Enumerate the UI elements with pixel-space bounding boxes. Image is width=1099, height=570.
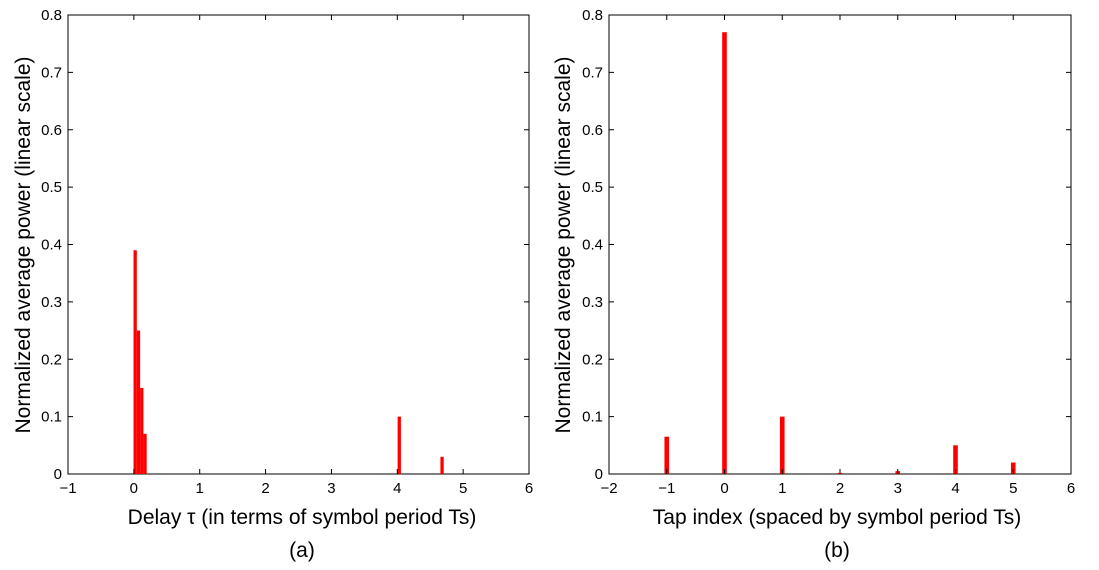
bar bbox=[143, 433, 147, 474]
bar bbox=[140, 387, 144, 474]
y-tick-label: 0.1 bbox=[582, 409, 603, 426]
y-tick-label: 0.5 bbox=[582, 179, 603, 196]
y-ticks-a: 0 0.1 0.2 0.3 0.4 0.5 0.6 0.7 0.8 bbox=[41, 7, 529, 483]
bar bbox=[440, 456, 444, 474]
y-tick-label: 0.4 bbox=[582, 237, 603, 254]
bar bbox=[133, 250, 137, 474]
x-tick-label: 0 bbox=[720, 480, 728, 497]
x-tick-label: 2 bbox=[836, 480, 844, 497]
x-tick-label: 1 bbox=[778, 480, 786, 497]
x-tick-label: 1 bbox=[196, 480, 204, 497]
panel-a: −1 0 1 2 3 4 5 6 00.10.20.30.40.50.60.70.8 Dela… bbox=[12, 7, 533, 562]
bar bbox=[664, 436, 670, 474]
bar bbox=[397, 416, 401, 474]
y-tick-label: 0.7 bbox=[41, 64, 62, 81]
x-axis-label-b: Tap index (spaced by symbol period Ts) bbox=[653, 506, 1021, 529]
caption-a: (a) bbox=[289, 539, 315, 562]
bar bbox=[953, 445, 958, 474]
x-tick-label: 6 bbox=[1067, 480, 1075, 497]
x-tick-label: −1 bbox=[59, 480, 76, 497]
x-axis-label-a: Delay τ (in terms of symbol period Ts) bbox=[128, 506, 477, 529]
y-tick-label: 0.6 bbox=[582, 122, 603, 139]
x-tick-label: 4 bbox=[951, 480, 959, 497]
x-tick-label: −2 bbox=[600, 480, 617, 497]
plot-area-b bbox=[608, 14, 1072, 475]
x-tick-label: 3 bbox=[894, 480, 902, 497]
bar bbox=[779, 416, 785, 474]
x-tick-label: 4 bbox=[393, 480, 401, 497]
y-axis-label-a: Normalized average power (linear scale) bbox=[12, 57, 35, 434]
x-ticks-a: −1 0 1 2 3 4 5 6 bbox=[59, 15, 533, 497]
y-tick-label: 0 bbox=[595, 466, 603, 483]
bar bbox=[136, 330, 141, 474]
bar bbox=[722, 32, 727, 475]
x-tick-label: 6 bbox=[525, 480, 533, 497]
y-tick-label: 0.6 bbox=[41, 122, 62, 139]
y-ticks-b: 0 0.1 0.2 0.3 0.4 0.5 0.6 0.7 0.8 bbox=[582, 7, 1071, 483]
x-tick-label: 3 bbox=[327, 480, 335, 497]
y-tick-label: 0.2 bbox=[582, 351, 603, 368]
panel-b: −2 −1 0 1 2 3 4 5 6 0 0.1 0.2 0.3 0.4 0.5 0.6 0.7 0.8 Ta… bbox=[552, 7, 1075, 562]
caption-b: (b) bbox=[824, 539, 850, 562]
y-tick-label: 0.4 bbox=[41, 237, 62, 254]
y-tick-label: 0.2 bbox=[41, 351, 62, 368]
y-tick-label: 0.8 bbox=[582, 7, 603, 24]
bar bbox=[1010, 462, 1016, 474]
y-tick-label: 0 bbox=[54, 466, 62, 483]
x-tick-label: 0 bbox=[130, 480, 138, 497]
bars-b bbox=[664, 32, 1016, 475]
x-tick-label: 5 bbox=[1009, 480, 1017, 497]
y-axis-label-b: Normalized average power (linear scale) bbox=[552, 57, 575, 434]
y-tick-label: 0.8 bbox=[41, 7, 62, 24]
y-tick-label: 0.7 bbox=[582, 64, 603, 81]
y-tick-label: 0.1 bbox=[41, 409, 62, 426]
x-ticks-b: −2 −1 0 1 2 3 4 5 6 bbox=[600, 15, 1075, 497]
y-tick-label: 0.5 bbox=[41, 179, 62, 196]
x-tick-label: 5 bbox=[459, 480, 467, 497]
y-tick-label: 0.3 bbox=[582, 294, 603, 311]
x-tick-label: 2 bbox=[261, 480, 269, 497]
y-tick-label: 0.3 bbox=[41, 294, 62, 311]
bars-a bbox=[133, 250, 444, 474]
x-tick-label: −1 bbox=[658, 480, 675, 497]
